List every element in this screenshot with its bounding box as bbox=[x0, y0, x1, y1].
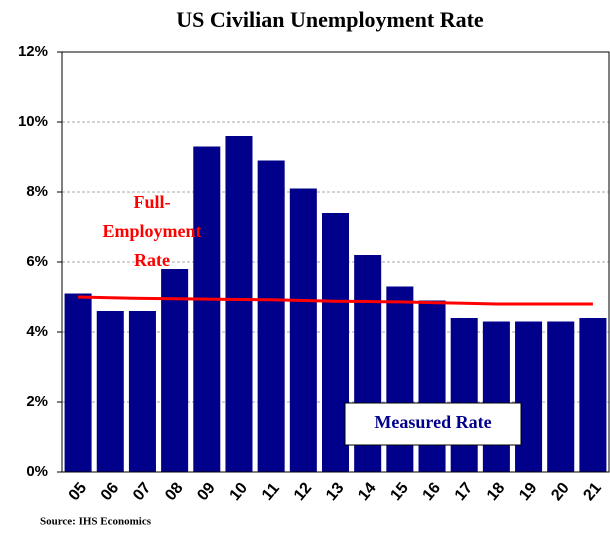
x-tick-label: 05 bbox=[66, 479, 91, 504]
bar bbox=[257, 160, 285, 472]
x-tick-label: 14 bbox=[355, 479, 380, 504]
y-tick-label: 6% bbox=[26, 253, 48, 270]
x-tick-label: 21 bbox=[580, 479, 605, 504]
x-tick-label: 15 bbox=[387, 479, 412, 504]
bar bbox=[128, 311, 156, 472]
bar bbox=[547, 321, 575, 472]
x-tick-label: 10 bbox=[227, 479, 252, 504]
y-tick-label: 4% bbox=[26, 323, 48, 340]
x-tick-label: 17 bbox=[452, 479, 477, 504]
bar bbox=[193, 146, 221, 472]
bar bbox=[289, 188, 317, 472]
bar bbox=[482, 321, 510, 472]
annotation: Full- bbox=[133, 192, 170, 212]
plot-frame bbox=[61, 51, 610, 473]
chart-title: US Civilian Unemployment Rate bbox=[176, 7, 484, 32]
bar bbox=[161, 269, 189, 472]
annotation-box bbox=[344, 402, 522, 446]
y-tick-label: 10% bbox=[18, 113, 48, 130]
bar bbox=[96, 311, 124, 472]
bar bbox=[418, 300, 446, 472]
annotation: Employment bbox=[103, 221, 202, 241]
x-tick-label: 08 bbox=[162, 479, 187, 504]
x-tick-label: 20 bbox=[548, 479, 573, 504]
x-tick-label: 12 bbox=[291, 479, 316, 504]
bar bbox=[225, 136, 253, 472]
x-tick-label: 18 bbox=[484, 479, 509, 504]
y-tick-label: 2% bbox=[26, 393, 48, 410]
x-tick-label: 11 bbox=[259, 480, 283, 504]
annotation: Measured Rate bbox=[374, 412, 491, 432]
bar bbox=[515, 321, 543, 472]
y-tick-label: 12% bbox=[18, 43, 48, 60]
x-tick-label: 09 bbox=[194, 479, 219, 504]
x-tick-label: 06 bbox=[98, 479, 123, 504]
x-tick-label: 07 bbox=[130, 479, 155, 504]
x-tick-label: 16 bbox=[420, 479, 445, 504]
source: Source: IHS Economics bbox=[40, 516, 152, 528]
bar bbox=[64, 293, 92, 472]
x-tick-label: 19 bbox=[516, 479, 541, 504]
line bbox=[78, 295, 593, 306]
x-tick-label: 13 bbox=[323, 479, 348, 504]
bar bbox=[579, 318, 607, 472]
y-tick-label: 0% bbox=[26, 463, 48, 480]
y-tick-label: 8% bbox=[26, 183, 48, 200]
annotation: Rate bbox=[134, 250, 170, 270]
bar bbox=[450, 318, 478, 472]
